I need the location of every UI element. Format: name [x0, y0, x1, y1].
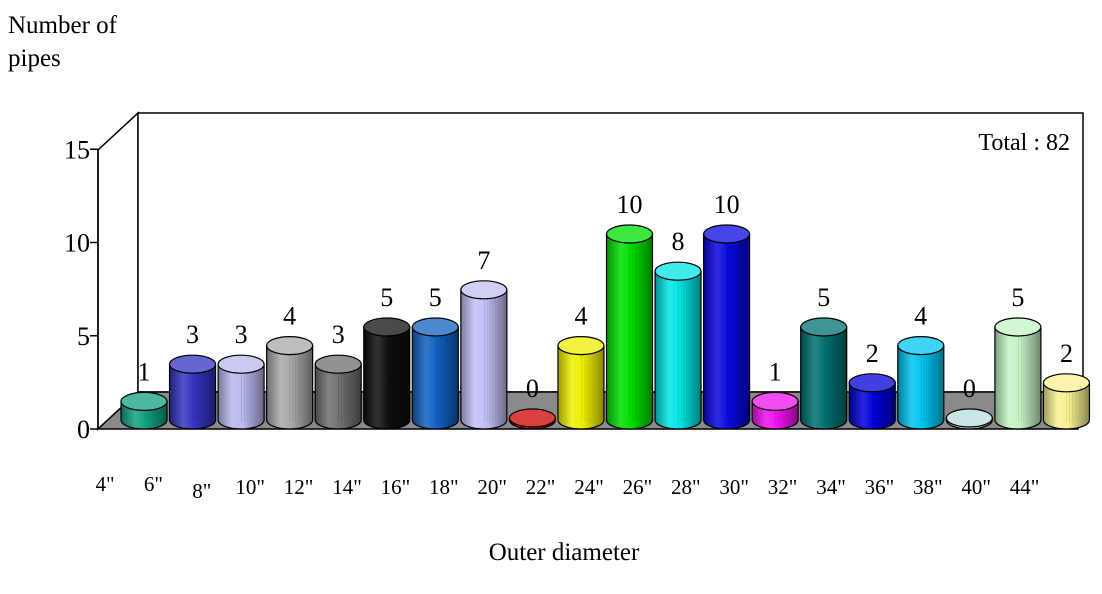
value-label: 1	[769, 357, 782, 386]
bar	[994, 317, 1042, 430]
bar	[460, 280, 508, 430]
bar	[945, 408, 993, 430]
x-tick-label: 8"	[192, 479, 211, 503]
value-label: 3	[235, 320, 248, 349]
bar	[1042, 373, 1091, 430]
x-tick-label: 30"	[719, 475, 749, 499]
y-tick-label: 15	[64, 135, 90, 164]
x-tick-label: 36"	[865, 475, 895, 499]
bar	[848, 373, 896, 430]
value-label: 1	[138, 357, 151, 386]
value-label: 5	[1011, 283, 1024, 312]
value-labels: 1 3 3 4 3 5 5 7 0 4 10 8 10 1 5 2 4 0 5 2	[138, 190, 1073, 403]
x-tick-label: 14"	[332, 475, 362, 499]
value-label: 3	[186, 320, 199, 349]
value-label: 4	[283, 302, 296, 331]
x-tick-label: 10"	[235, 475, 265, 499]
x-tick-label: 34"	[816, 475, 846, 499]
value-label: 7	[477, 246, 490, 275]
value-label: 2	[866, 339, 879, 368]
bar	[508, 408, 557, 430]
value-label: 10	[714, 190, 740, 219]
x-tick-label: 24"	[574, 475, 604, 499]
x-tick-label: 4"	[95, 472, 114, 496]
x-tick-labels: 4" 6" 8" 10" 12" 14" 16" 18" 20" 22" 24" 26" 28" 30" 3…	[95, 472, 1039, 503]
total-annotation: Total : 82	[978, 130, 1070, 156]
y-axis-label-line1: Number of	[8, 12, 118, 39]
value-label: 8	[672, 227, 685, 256]
x-axis-label: Outer diameter	[489, 539, 640, 566]
bar	[266, 336, 314, 430]
value-label: 5	[817, 283, 830, 312]
x-tick-label: 32"	[768, 475, 798, 499]
value-label: 4	[574, 302, 587, 331]
bar	[314, 354, 362, 430]
bar	[751, 391, 799, 430]
x-tick-label: 20"	[477, 475, 507, 499]
value-label: 2	[1060, 339, 1073, 368]
x-tick-label: 22"	[526, 475, 556, 499]
bar	[120, 391, 168, 430]
y-axis-label-line2: pipes	[8, 45, 61, 72]
x-tick-label: 12"	[284, 475, 314, 499]
y-tick-label: 10	[64, 229, 90, 258]
value-label: 10	[617, 190, 643, 219]
y-tick-label: 5	[77, 322, 90, 351]
x-tick-label: 38"	[913, 475, 943, 499]
bar	[654, 261, 702, 430]
back-left-wall	[97, 111, 139, 431]
x-tick-label: 26"	[623, 475, 653, 499]
bar	[702, 224, 751, 430]
x-tick-label: 16"	[381, 475, 411, 499]
bar	[363, 317, 411, 430]
bars-group	[120, 224, 1091, 430]
bar	[605, 224, 654, 430]
bar	[217, 354, 265, 430]
x-tick-label: 40"	[961, 475, 991, 499]
value-label: 0	[526, 374, 539, 403]
y-tick-label: 0	[77, 415, 90, 444]
value-label: 5	[380, 283, 393, 312]
bar	[897, 336, 945, 430]
x-tick-label: 6"	[144, 472, 163, 496]
bar	[557, 336, 605, 430]
bar	[800, 317, 848, 430]
bar	[411, 317, 459, 430]
x-tick-label: 44"	[1010, 475, 1040, 499]
value-label: 0	[963, 374, 976, 403]
x-tick-label: 28"	[671, 475, 701, 499]
value-label: 3	[332, 320, 345, 349]
y-axis-ticks: 15 10 5 0	[64, 135, 98, 444]
value-label: 4	[914, 302, 927, 331]
value-label: 5	[429, 283, 442, 312]
bar	[168, 354, 217, 430]
x-tick-label: 18"	[429, 475, 459, 499]
